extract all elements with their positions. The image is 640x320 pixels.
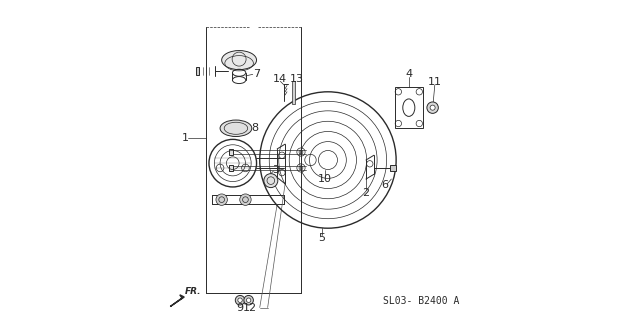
Circle shape (244, 295, 253, 305)
Text: 1: 1 (182, 133, 189, 143)
Bar (229, 149, 233, 155)
Text: 4: 4 (405, 69, 412, 79)
Text: 5: 5 (318, 233, 325, 243)
Polygon shape (170, 295, 184, 307)
Text: 11: 11 (428, 77, 442, 87)
Bar (196, 67, 200, 75)
Circle shape (238, 298, 243, 302)
Circle shape (427, 102, 438, 113)
Circle shape (240, 194, 251, 205)
Text: 7: 7 (253, 69, 260, 79)
Circle shape (236, 295, 245, 305)
Bar (394, 87, 423, 128)
Text: 12: 12 (243, 303, 257, 314)
Circle shape (430, 105, 435, 110)
Circle shape (264, 174, 278, 188)
Text: FR.: FR. (185, 287, 202, 296)
Circle shape (216, 194, 227, 205)
Text: 9: 9 (237, 303, 244, 314)
Text: 6: 6 (381, 180, 388, 190)
Text: 10: 10 (317, 174, 332, 184)
Text: 3: 3 (272, 164, 279, 174)
Ellipse shape (220, 120, 252, 137)
Text: 2: 2 (362, 188, 369, 198)
Circle shape (246, 298, 251, 302)
Text: 14: 14 (273, 74, 287, 84)
Ellipse shape (221, 51, 257, 69)
Text: 13: 13 (290, 74, 304, 84)
Bar (229, 165, 233, 171)
Bar (390, 165, 396, 171)
Text: SL03- B2400 A: SL03- B2400 A (383, 296, 460, 306)
Bar (292, 81, 295, 105)
Text: 8: 8 (252, 123, 259, 133)
